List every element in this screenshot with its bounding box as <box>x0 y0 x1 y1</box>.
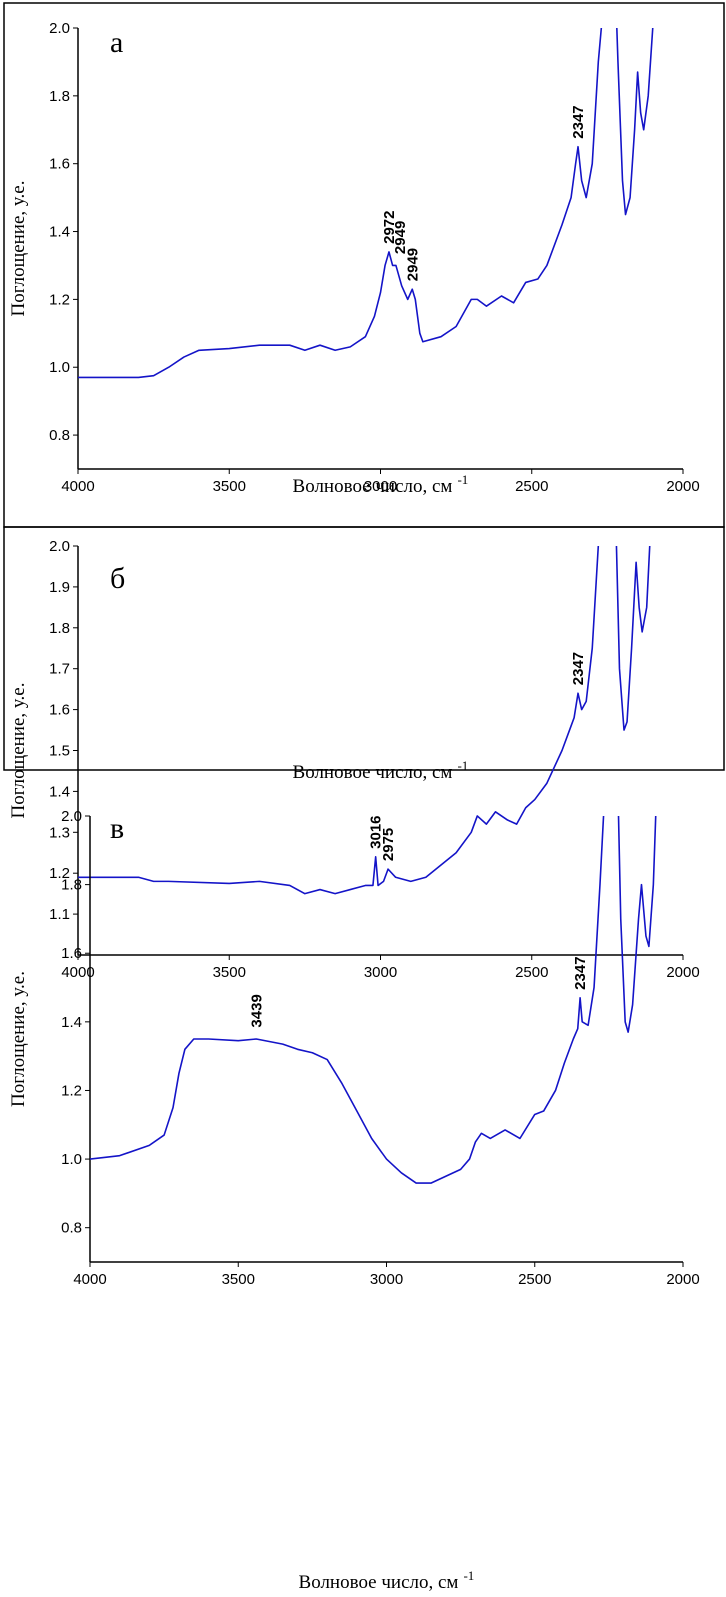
y-tick-label: 2.0 <box>49 20 70 37</box>
y-tick-label: 1.1 <box>49 906 70 923</box>
y-tick-label: 1.7 <box>49 661 70 678</box>
y-tick-label: 1.5 <box>49 743 70 760</box>
x-tick-label: 3500 <box>213 964 246 981</box>
y-tick-label: 1.2 <box>49 291 70 308</box>
y-tick-label: 1.8 <box>49 620 70 637</box>
panel-frame <box>3 526 725 771</box>
x-tick-label: 4000 <box>73 1271 106 1288</box>
x-tick-label: 4000 <box>61 478 94 495</box>
y-axis-title: Поглощение, у.е. <box>8 971 29 1107</box>
spectrum-line <box>78 28 654 379</box>
y-tick-label: 2.0 <box>49 538 70 555</box>
x-tick-label: 3500 <box>222 1271 255 1288</box>
y-tick-label: 1.0 <box>49 359 70 376</box>
x-axis-title-exponent: -1 <box>463 1568 474 1583</box>
panel-frame <box>3 2 725 528</box>
peak-label: 3016 <box>368 815 385 848</box>
y-tick-label: 1.3 <box>49 824 70 841</box>
y-tick-label: 1.2 <box>61 1082 82 1099</box>
peak-label: 2949 <box>404 248 421 281</box>
x-tick-label: 2000 <box>666 964 699 981</box>
y-tick-label: 1.0 <box>61 1151 82 1168</box>
x-axis-title-exponent: -1 <box>457 472 468 487</box>
y-tick-label: 1.8 <box>49 88 70 105</box>
y-tick-label: 2.0 <box>61 808 82 825</box>
x-tick-label: 2500 <box>515 478 548 495</box>
x-axis-title-exponent: -1 <box>457 758 468 773</box>
y-tick-label: 0.8 <box>61 1220 82 1237</box>
panel-label: в <box>110 812 124 845</box>
x-tick-label: 2500 <box>515 964 548 981</box>
peak-label: 2347 <box>570 105 587 138</box>
panel: 0.8 1.0 1.2 1.4 1.6 1.8 2.0 4000 3500 3000 2500 200… <box>8 20 700 497</box>
peak-label: 2347 <box>572 956 589 989</box>
peak-label: 3439 <box>248 994 265 1027</box>
x-tick-label: 3000 <box>364 964 397 981</box>
x-axis-title: Волновое число, см <box>293 476 453 497</box>
x-tick-label: 3000 <box>370 1271 403 1288</box>
y-tick-label: 1.8 <box>61 877 82 894</box>
peak-label: 2949 <box>392 221 409 254</box>
peak-label: 2972 <box>381 211 398 244</box>
spectrum-line <box>78 546 651 895</box>
x-tick-label: 3000 <box>364 478 397 495</box>
y-tick-label: 1.4 <box>61 1014 82 1031</box>
y-tick-label: 1.6 <box>49 156 70 173</box>
peak-label: 2347 <box>570 652 587 685</box>
x-tick-label: 3500 <box>213 478 246 495</box>
x-tick-label: 2500 <box>518 1271 551 1288</box>
y-tick-label: 1.2 <box>49 865 70 882</box>
spectrum-line <box>90 816 657 1184</box>
panel-label: б <box>110 562 125 595</box>
y-tick-label: 1.9 <box>49 579 70 596</box>
y-tick-label: 0.8 <box>49 427 70 444</box>
y-axis-title: Поглощение, у.е. <box>8 683 29 819</box>
x-tick-label: 4000 <box>61 964 94 981</box>
y-tick-label: 1.6 <box>61 945 82 962</box>
panel-label: а <box>110 26 123 59</box>
y-tick-label: 1.4 <box>49 783 70 800</box>
peak-label: 2975 <box>380 828 397 861</box>
x-axis-title: Волновое число, см <box>293 762 453 783</box>
y-tick-label: 1.4 <box>49 224 70 241</box>
y-tick-label: 1.6 <box>49 702 70 719</box>
panel: 1.1 1.2 1.3 1.4 1.5 1.6 1.7 1.8 1.9 2.0 4000 3500 30… <box>8 538 700 981</box>
panel: 0.8 1.0 1.2 1.4 1.6 1.8 2.0 4000 3500 3000 2500 200… <box>8 808 700 1593</box>
x-axis-title: Волновое число, см <box>299 1572 459 1593</box>
y-axis-title: Поглощение, у.е. <box>8 181 29 317</box>
x-tick-label: 2000 <box>666 1271 699 1288</box>
x-tick-label: 2000 <box>666 478 699 495</box>
